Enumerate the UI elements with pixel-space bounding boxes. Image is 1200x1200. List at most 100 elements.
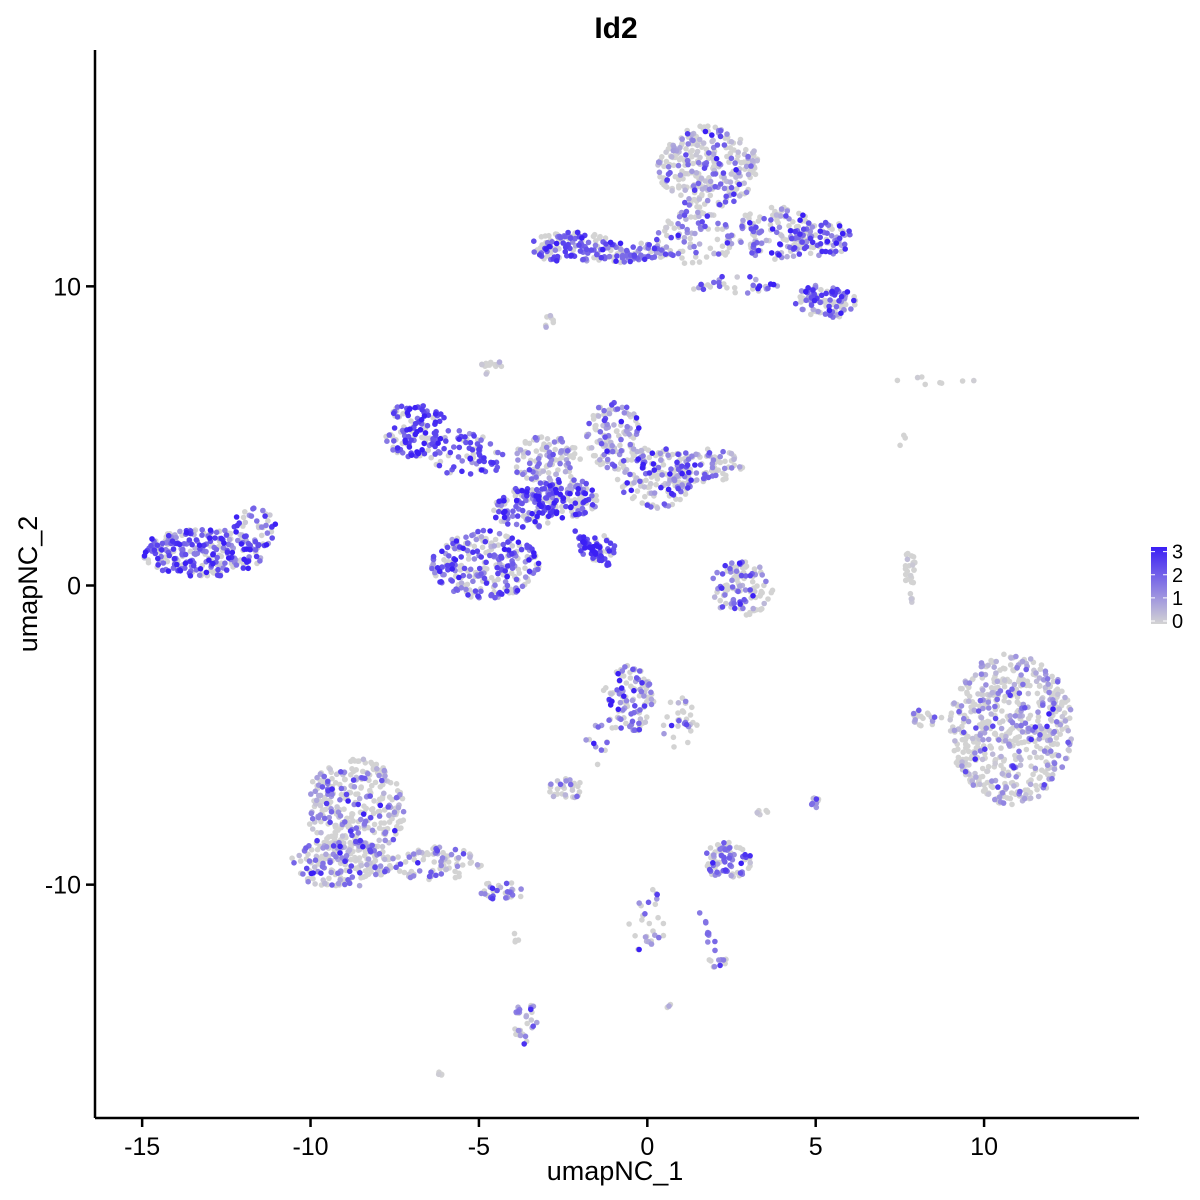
data-point [466,573,473,579]
data-point [720,470,726,477]
data-point [637,478,643,485]
data-point [654,472,661,479]
data-point [526,467,533,473]
data-point [357,837,364,844]
data-point [604,464,611,471]
data-point [524,493,530,499]
data-point [704,850,710,856]
data-point [571,477,577,483]
data-point [1062,755,1069,762]
data-point [478,554,485,560]
x-tick-label: -10 [292,1133,328,1161]
data-point [988,711,994,717]
data-point [664,177,670,183]
data-point [777,241,783,247]
data-point [907,572,914,579]
data-point [1047,737,1053,743]
data-point [431,859,438,865]
data-point [484,566,490,572]
data-point [483,371,490,377]
data-point [646,920,653,927]
data-point [617,246,624,252]
data-point [704,213,711,219]
data-point [641,693,647,699]
data-point [707,284,714,290]
data-point [676,185,682,191]
data-point [805,220,812,226]
data-point [683,450,689,456]
data-point [907,590,914,597]
data-point [519,524,526,530]
data-point [509,543,516,549]
data-point [619,404,625,411]
data-point [546,232,552,239]
y-tick-label: -10 [45,872,81,900]
data-point [617,699,624,706]
data-point [395,819,402,825]
legend-label: 3 [1172,542,1183,564]
data-point [568,252,575,259]
data-point [734,274,740,280]
data-point [695,209,701,216]
data-point [707,178,714,185]
data-point [327,766,334,773]
data-point [761,600,767,607]
data-point [335,870,341,876]
data-point [320,860,326,867]
data-point [763,807,769,814]
data-point [981,730,988,736]
data-point [323,800,330,807]
data-point [588,445,595,451]
data-point [710,457,717,463]
data-point [588,247,595,253]
data-point [750,605,756,612]
data-point [377,802,384,809]
legend-label: 0 [1172,611,1183,633]
data-point [456,574,462,581]
data-point [1030,771,1036,778]
data-point [985,736,992,743]
data-point [584,433,590,440]
data-point [518,546,525,553]
data-point [526,440,533,447]
data-point [582,490,589,497]
data-point [1009,719,1016,726]
data-point [692,254,699,260]
data-point [346,868,353,875]
data-point [1034,786,1040,793]
data-point [736,181,743,188]
data-point [736,560,743,566]
data-point [565,229,571,236]
data-point [715,251,722,257]
data-point [532,518,538,525]
data-point [675,220,681,227]
data-point [475,528,481,535]
data-point [992,715,999,722]
data-point [687,235,693,242]
data-point [1022,787,1028,793]
data-point [852,301,858,308]
data-point [747,859,753,866]
data-point [738,572,745,579]
data-point [690,137,696,144]
data-point [471,556,478,562]
data-point [1009,801,1015,808]
data-point [1056,706,1062,712]
data-point [322,880,328,887]
data-point [731,285,738,291]
data-point [365,856,372,862]
data-point [914,374,921,381]
data-point [728,465,735,471]
data-point [243,546,250,552]
data-point [592,452,598,459]
data-point [1049,673,1055,680]
data-point [165,532,172,539]
data-point [639,500,645,506]
data-point [529,510,535,517]
data-point [711,963,718,970]
data-point [733,186,740,192]
data-point [631,479,637,486]
data-point [724,285,730,291]
data-point [347,828,354,834]
data-point [909,562,916,568]
